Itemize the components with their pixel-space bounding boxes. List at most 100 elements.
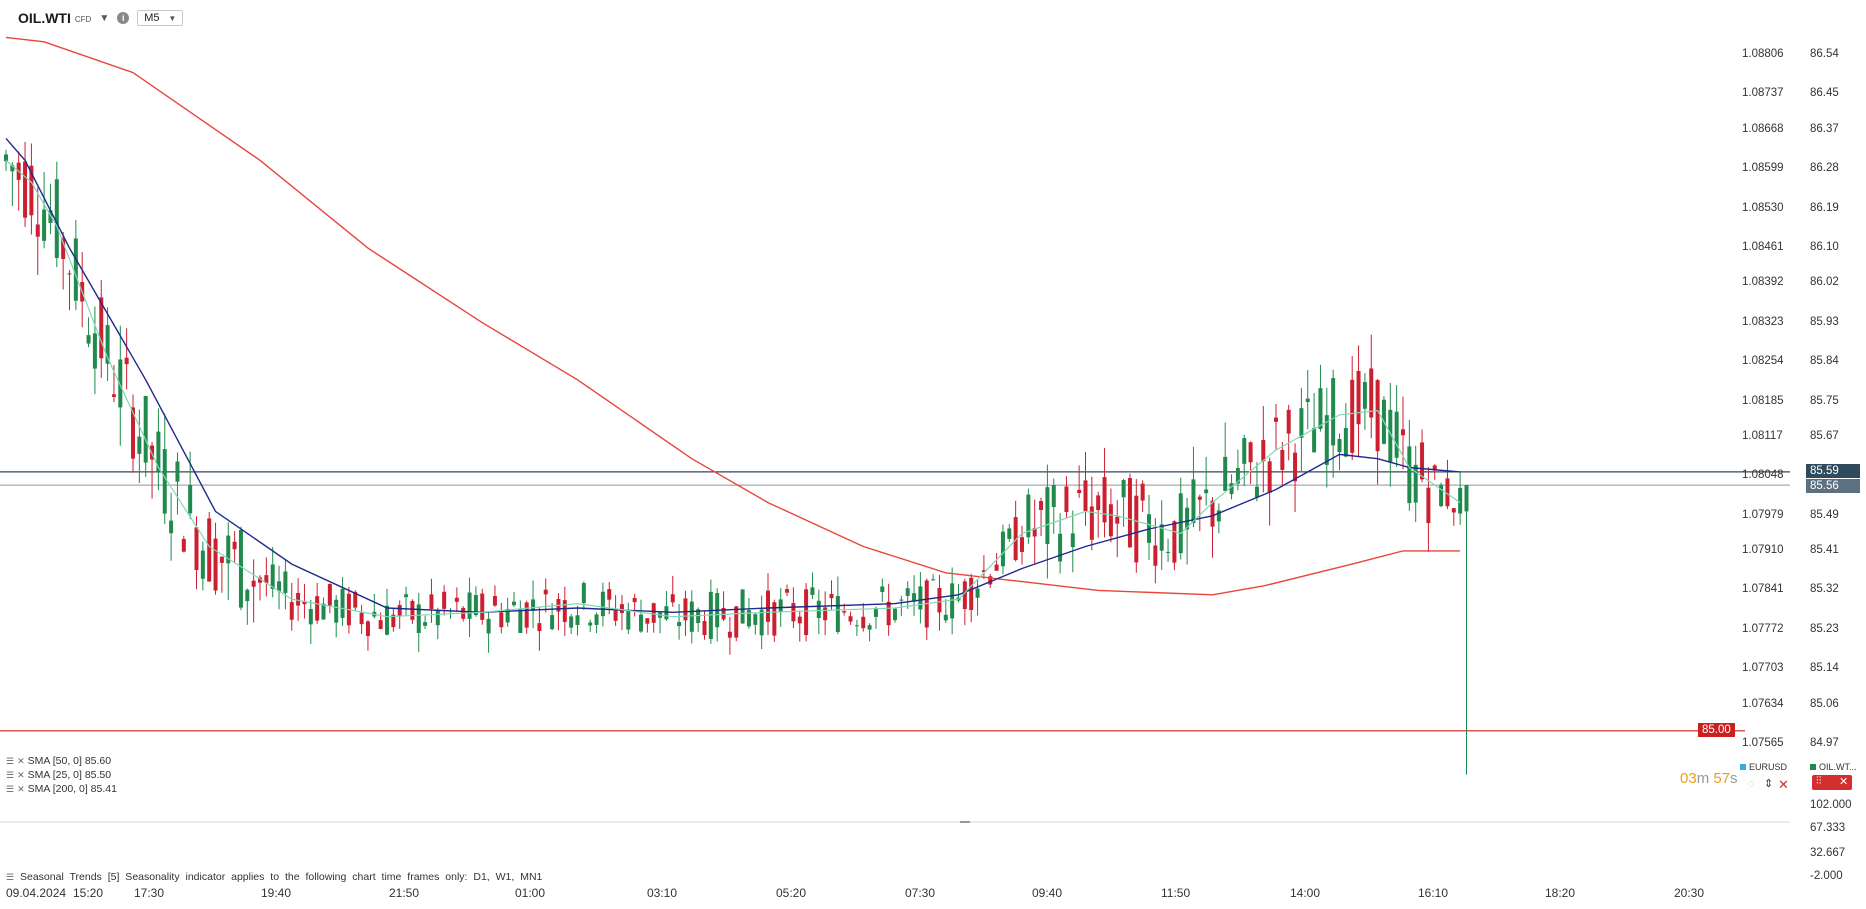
candle-body — [258, 577, 262, 583]
candle-body — [1451, 508, 1456, 513]
eurusd-tick-label: 1.08737 — [1742, 87, 1784, 100]
close-icon[interactable]: ✕ — [17, 783, 25, 794]
price-tick-label: 85.49 — [1810, 508, 1839, 521]
candle-body — [213, 538, 218, 591]
candle-body — [1350, 379, 1355, 453]
candle-body — [651, 603, 656, 623]
candle-body — [734, 606, 739, 638]
candle-body — [245, 589, 250, 602]
remove-oil-button[interactable]: ⫶⫶ ✕ — [1812, 775, 1852, 790]
close-icon[interactable]: ✕ — [17, 755, 25, 766]
settings-icon[interactable]: ☰ — [6, 755, 15, 766]
eurusd-tick-label: 1.07634 — [1742, 697, 1784, 710]
timeframe-select[interactable]: M5 ▼ — [137, 10, 184, 26]
candle-body — [905, 588, 910, 596]
candle-body — [86, 335, 91, 344]
settings-icon[interactable]: ☰ — [6, 783, 15, 794]
symbol-dropdown-caret-icon[interactable]: ▼ — [99, 12, 110, 24]
timeframe-value: M5 — [144, 12, 160, 24]
candle-body — [696, 609, 701, 624]
candle-body — [588, 622, 593, 626]
candle-body — [61, 238, 66, 259]
level-line-tag[interactable]: 85.00 — [1698, 722, 1735, 737]
price-tick-label: 85.84 — [1810, 355, 1839, 368]
candle-body — [861, 616, 866, 629]
candle-body — [321, 603, 326, 620]
candle-body — [118, 359, 123, 408]
price-tick-label: 85.06 — [1810, 697, 1839, 710]
legend-eurusd[interactable]: EURUSD — [1740, 762, 1787, 772]
candle-body — [486, 618, 491, 634]
candle-body — [613, 610, 618, 621]
candle-body — [816, 600, 821, 619]
seasonal-indicator[interactable]: ☰ Seasonal Trends [5] Seasonality indica… — [6, 871, 542, 883]
oscillator-tick-label: -2.000 — [1810, 870, 1843, 882]
candle-body — [200, 550, 205, 579]
sma25-line — [5, 159, 1461, 618]
eurusd-tick-label: 1.08530 — [1742, 201, 1784, 214]
candle-body — [302, 601, 307, 605]
candle-body — [804, 589, 809, 636]
time-tick-label: 09:40 — [1032, 886, 1063, 900]
candle-body — [962, 581, 967, 609]
candle-body — [1432, 465, 1437, 471]
candle-body — [1039, 501, 1044, 511]
candle-body — [505, 608, 510, 623]
indicator-label: SMA [25, 0] 85.50 — [27, 769, 112, 781]
visibility-icon[interactable]: ◌ — [1748, 778, 1755, 790]
time-tick-label: 14:00 — [1290, 886, 1321, 900]
eurusd-tick-label: 1.08668 — [1742, 122, 1784, 135]
settings-icon[interactable]: ☰ — [6, 769, 15, 780]
candle-body — [1121, 480, 1126, 498]
candle-body — [1261, 439, 1266, 462]
sma50-line — [5, 137, 1461, 614]
legend-oil[interactable]: OIL.WT... — [1810, 762, 1857, 772]
candle-body — [1000, 531, 1005, 567]
price-tick-label: 85.75 — [1810, 394, 1839, 407]
price-tick-label: 85.93 — [1810, 315, 1839, 328]
candle-body — [1223, 456, 1228, 491]
indicator-sma50[interactable]: ☰ ✕ SMA [50, 0] 85.60 — [6, 755, 111, 767]
remove-eurusd-icon[interactable]: ✕ — [1778, 777, 1789, 792]
symbol-label[interactable]: OIL.WTI — [18, 10, 71, 26]
candle-body — [365, 621, 370, 637]
indicator-sma200[interactable]: ☰ ✕ SMA [200, 0] 85.41 — [6, 783, 117, 795]
close-icon[interactable]: ✕ — [17, 769, 25, 780]
candle-body — [594, 614, 599, 625]
seasonal-note: Seasonal Trends [5] Seasonality indicato… — [20, 871, 543, 883]
candle-body — [975, 588, 980, 598]
price-tick-label: 86.45 — [1810, 87, 1839, 100]
candle-body — [1108, 504, 1113, 537]
reorder-icon[interactable]: ⇕ — [1764, 778, 1774, 790]
candle-body — [1375, 380, 1380, 452]
candle-body — [1248, 442, 1253, 463]
settings-icon[interactable]: ☰ — [6, 872, 15, 882]
candle-body — [778, 599, 783, 612]
candle-body — [48, 210, 53, 223]
candle-body — [1083, 480, 1088, 511]
candle-body — [1369, 368, 1374, 418]
candle-body — [1324, 415, 1329, 465]
info-icon[interactable]: i — [117, 12, 130, 24]
indicator-label: SMA [200, 0] 85.41 — [27, 783, 117, 795]
candle-body — [1267, 461, 1272, 493]
eurusd-tick-label: 1.08254 — [1742, 355, 1784, 368]
sma50-value-tag: 85.59 — [1806, 463, 1860, 478]
candle-body — [950, 583, 955, 619]
candle-body — [124, 357, 129, 365]
candle-body — [842, 611, 847, 613]
candle-body — [283, 571, 288, 593]
candle-body — [264, 575, 269, 584]
candle-body — [766, 590, 770, 622]
candle-body — [689, 601, 694, 632]
time-tick-label: 21:50 — [389, 886, 420, 900]
candle-body — [943, 614, 948, 621]
legend-eurusd-label: EURUSD — [1749, 762, 1788, 772]
candle-body — [677, 621, 682, 627]
indicator-sma25[interactable]: ☰ ✕ SMA [25, 0] 85.50 — [6, 769, 111, 781]
eurusd-color-swatch — [1740, 764, 1746, 770]
eurusd-tick-label: 1.08185 — [1742, 394, 1784, 407]
time-tick-label: 01:00 — [515, 886, 546, 900]
time-tick-label: 15:20 — [73, 886, 104, 900]
